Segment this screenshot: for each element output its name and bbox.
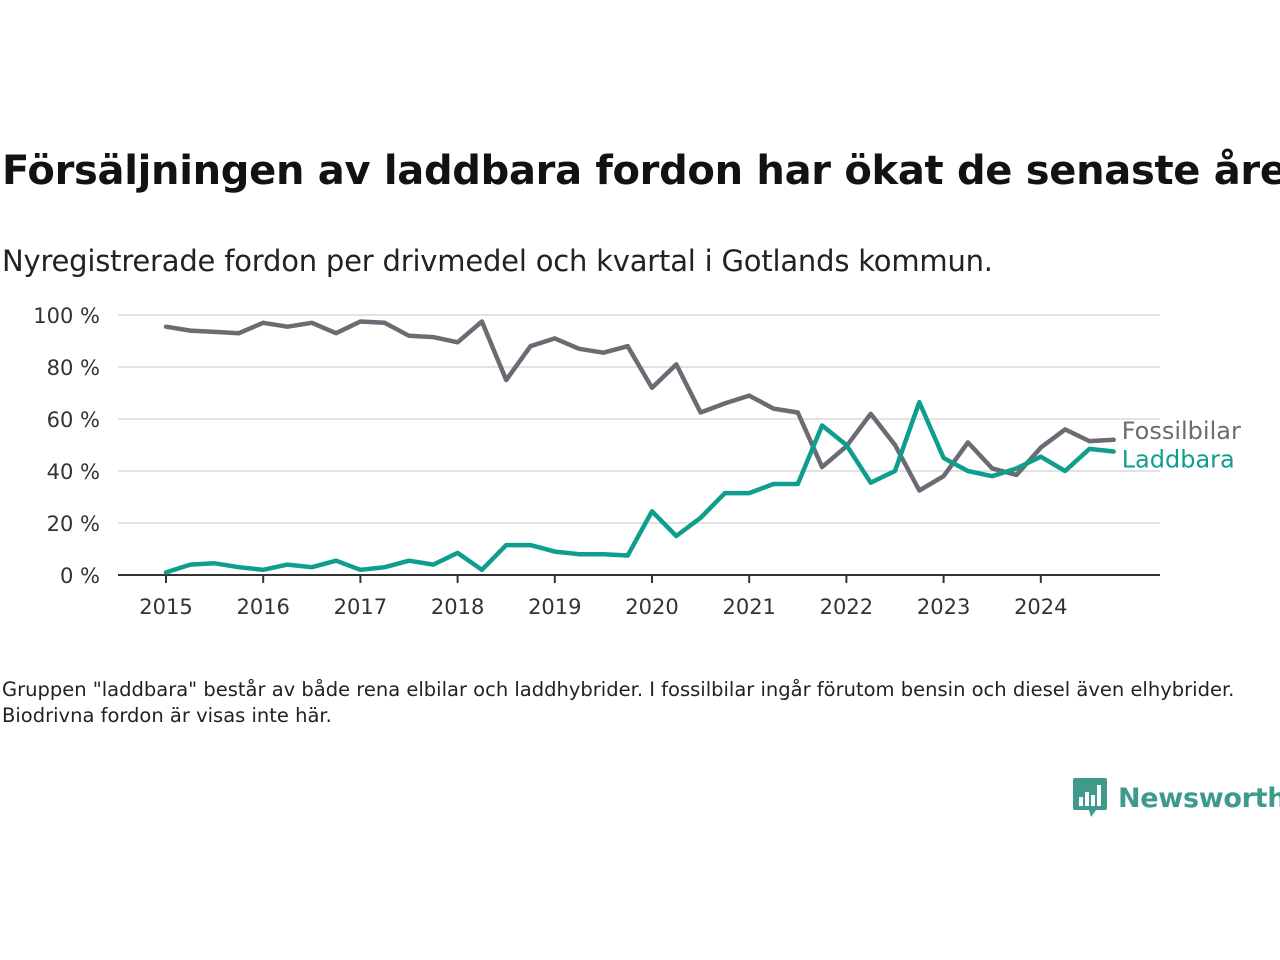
series-label-fossilbilar: Fossilbilar	[1122, 417, 1241, 445]
series-label-laddbara: Laddbara	[1122, 446, 1235, 474]
y-tick-label: 40 %	[47, 460, 100, 484]
chart-subtitle: Nyregistrerade fordon per drivmedel och …	[2, 244, 993, 278]
newsworthy-logo-icon	[1073, 778, 1107, 817]
y-tick-label: 20 %	[47, 512, 100, 536]
y-tick-label: 0 %	[60, 564, 100, 588]
y-axis: 0 % 20 % 40 % 60 % 80 % 100 %	[33, 304, 100, 588]
series-line-laddbara	[163, 399, 1116, 575]
x-tick-label: 2023	[917, 595, 970, 619]
x-tick-label: 2020	[625, 595, 678, 619]
line-chart: 0 %20 %40 %60 %80 %100 % 2015 2016 2017 201…	[33, 304, 1241, 619]
gridlines	[118, 314, 1160, 524]
x-tick-label: 2018	[431, 595, 484, 619]
x-tick-label: 2022	[820, 595, 873, 619]
x-tick-label: 2015	[139, 595, 192, 619]
x-tick-label: 2019	[528, 595, 581, 619]
chart-title: Försäljningen av laddbara fordon har öka…	[2, 148, 1280, 194]
footnote: Gruppen "laddbara" består av både rena e…	[2, 678, 1235, 727]
logo-text: Newsworthy	[1118, 782, 1280, 814]
x-tick-label: 2017	[334, 595, 387, 619]
x-axis: 2015 2016 2017 2018 2019 2020 2021 2022 2023 2024	[118, 574, 1160, 619]
x-tick-label: 2024	[1014, 595, 1067, 619]
x-tick-label: 2021	[722, 595, 775, 619]
y-tick-label: 60 %	[47, 408, 100, 432]
y-tick-label: 80 %	[47, 356, 100, 380]
x-tick-label: 2016	[236, 595, 289, 619]
newsworthy-logo[interactable]: Newsworthy	[1072, 776, 1280, 820]
y-tick-label: 100 %	[33, 304, 100, 328]
series-line-fossilbilar	[163, 319, 1116, 493]
series-lines	[163, 319, 1116, 575]
